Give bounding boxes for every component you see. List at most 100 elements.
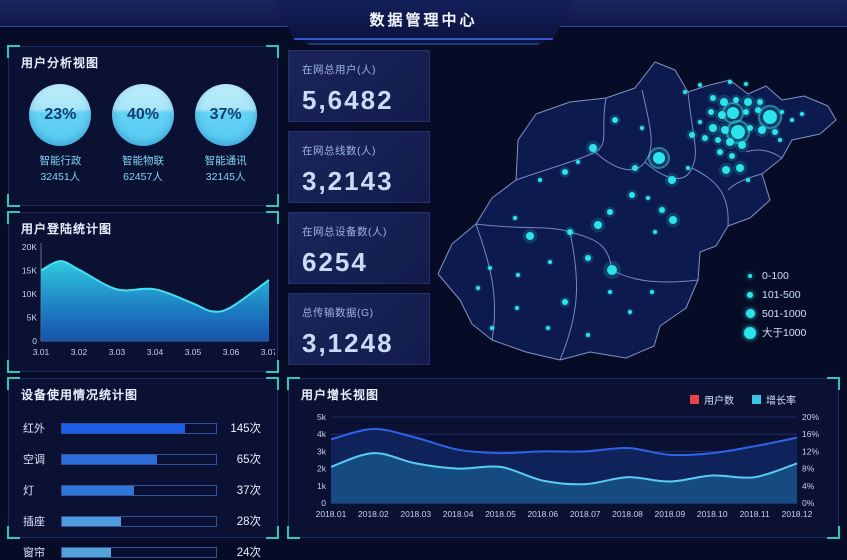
- stat-value: 5,6482: [302, 85, 394, 115]
- device-bar-row: 窗帘 24次: [23, 544, 261, 560]
- map-bubble: [650, 290, 654, 294]
- axis-label: 5K: [27, 313, 38, 323]
- legend-item-growth-rate[interactable]: 增长率: [752, 392, 796, 407]
- map-svg: [437, 61, 837, 361]
- axis-label: 3.02: [71, 347, 88, 357]
- map-bubble: [736, 164, 744, 172]
- gauge-percent: 37%: [209, 106, 242, 123]
- axis-label: 2018.01: [316, 509, 347, 519]
- panel-device-usage: 设备使用情况统计图 红外 145次 空调 65次灯 37次 插座 28次 窗帘 24次: [7, 377, 279, 559]
- gauge-label: 智能通讯: [204, 155, 247, 167]
- gauge-percent: 23%: [44, 106, 77, 123]
- map-bubble: [726, 138, 734, 146]
- growth-rate-area-series: [331, 453, 797, 503]
- login-area-chart: 0 5K 10K 15K 20K 3.01 3.02 3.03 3.04 3.05 3.06 3.07: [22, 242, 275, 357]
- header: 数据管理中心: [273, 0, 574, 40]
- growth-rate-line-series: [330, 452, 798, 486]
- axis-label: 2018.11: [740, 509, 770, 519]
- liquid-gauge: 23%: [29, 84, 92, 146]
- panel-login-stats: 用户登陆统计图 0 5K 10K 15K 20K 3.01 3.02 3.03 3.04 3.05…: [7, 211, 279, 373]
- corner-bracket: [266, 360, 279, 373]
- stat-value: 3,1248: [302, 328, 394, 358]
- axis-label: 3.04: [147, 347, 164, 357]
- bar-value: 65次: [236, 454, 261, 466]
- axis-label: 20%: [802, 412, 819, 422]
- gauge-count: 32451人: [40, 171, 81, 183]
- map-bubble: [729, 153, 735, 159]
- stat-value: 6254: [302, 247, 368, 277]
- page-title: 数据管理中心: [369, 11, 478, 29]
- axis-label: 2018.08: [612, 509, 643, 519]
- map-bubble: [709, 124, 717, 132]
- map-bubble: [646, 196, 650, 200]
- stat-label: 在网总线数(人): [302, 145, 376, 157]
- panel-title: 用户增长视图: [301, 388, 380, 402]
- bar-track: [61, 422, 217, 434]
- map-bubble: [717, 149, 723, 155]
- map-bubble: [800, 112, 804, 116]
- map-bubble: [710, 95, 716, 101]
- gauge-label: 智能物联: [121, 155, 164, 167]
- axis-label: 2018.04: [443, 509, 474, 519]
- bar-fill: [62, 547, 112, 557]
- bar-fill: [62, 423, 186, 433]
- map-bubble: [607, 209, 613, 215]
- axis-label: 16%: [802, 429, 819, 439]
- map-bubble-halo: [648, 147, 670, 169]
- map-bubble: [586, 333, 590, 337]
- corner-bracket: [266, 194, 279, 207]
- legend-dot-wrap: [744, 326, 762, 339]
- bar-fill: [62, 485, 135, 495]
- map-bubble: [576, 160, 580, 164]
- axis-label: 1k: [317, 481, 327, 491]
- header-decoration: [297, 39, 550, 45]
- map-bubble: [683, 90, 687, 94]
- map-bubble: [562, 299, 568, 305]
- growth-area-chart: 5k 4k 3k 2k 1k 0 20% 16% 12% 8% 4% 0% 2018.01 2018.02…: [316, 412, 820, 519]
- map-bubble: [628, 310, 632, 314]
- map-bubble: [585, 255, 591, 261]
- corner-bracket: [7, 194, 20, 207]
- region-bubble-map: 0-100 101-500 501-1000 大于1000: [430, 40, 847, 380]
- axis-label: 0%: [802, 498, 815, 508]
- legend-dot-icon: [744, 326, 756, 339]
- axis-label: 3.07: [261, 347, 275, 357]
- device-bar-chart: 红外 145次 空调 65次灯 37次 插座 28次 窗帘 24次: [9, 406, 277, 560]
- map-bubble: [733, 97, 739, 103]
- bar-label: 窗帘: [23, 547, 45, 559]
- corner-bracket: [827, 377, 840, 390]
- corner-bracket: [7, 526, 20, 539]
- map-bubble: [548, 260, 552, 264]
- map-bubble: [720, 98, 728, 106]
- map-bubble: [567, 229, 573, 235]
- device-bar-row: 插座 28次: [23, 513, 261, 529]
- panel-title: 用户分析视图: [21, 56, 100, 70]
- map-legend-row: 大于1000: [744, 323, 806, 342]
- stat-label: 在网总设备数(人): [302, 226, 387, 238]
- legend-dot-wrap: [748, 273, 762, 278]
- corner-bracket: [266, 526, 279, 539]
- map-bubble: [780, 110, 784, 114]
- map-bubble: [698, 120, 702, 124]
- map-bubble: [668, 176, 676, 184]
- growth-legend: 用户数 增长率: [672, 392, 796, 407]
- map-bubble-halo: [758, 105, 782, 129]
- map-bubble: [589, 144, 597, 152]
- legend-dot-icon: [745, 309, 755, 318]
- device-bar-row: 空调 65次: [23, 451, 261, 467]
- legend-item-users[interactable]: 用户数: [690, 392, 734, 407]
- map-bubble: [488, 266, 492, 270]
- axis-label: 3.03: [109, 347, 126, 357]
- map-bubble: [653, 152, 665, 164]
- bar-value: 24次: [236, 547, 261, 559]
- map-bubble: [640, 126, 644, 130]
- gauge-comm: 37% 智能通讯 32145人: [186, 84, 266, 184]
- legend-label: 0-100: [762, 269, 789, 282]
- map-bubble: [738, 141, 746, 149]
- map-bubble: [608, 290, 612, 294]
- map-bubble: [727, 107, 739, 119]
- axis-label: 2018.03: [400, 509, 431, 519]
- axis-label: 4%: [802, 481, 815, 491]
- bar-fill: [62, 454, 158, 464]
- login-line-series: [40, 260, 270, 313]
